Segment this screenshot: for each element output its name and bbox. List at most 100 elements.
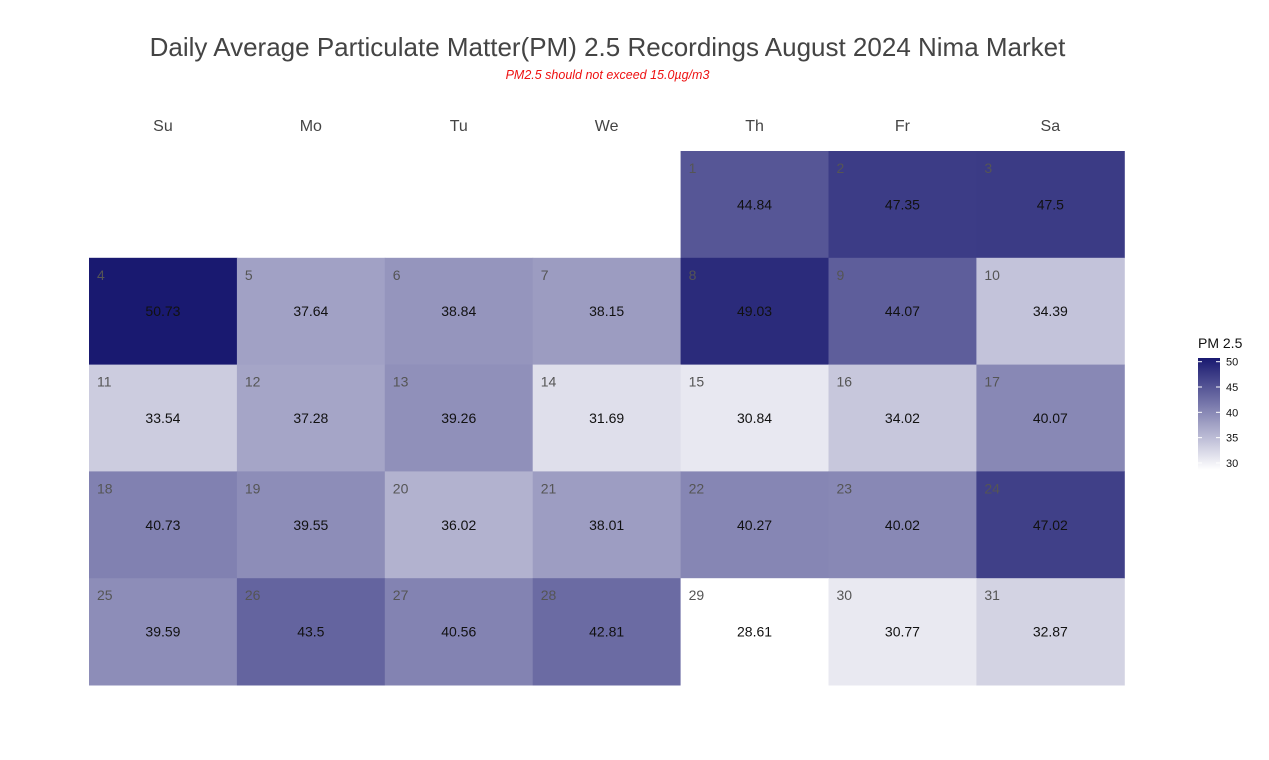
day-cell: 15 30.84 (680, 364, 829, 472)
day-cell-fill (680, 151, 829, 259)
day-value: 39.55 (293, 517, 328, 533)
day-value: 40.56 (441, 624, 476, 640)
day-number: 4 (97, 267, 105, 283)
day-number: 30 (837, 587, 853, 603)
day-value: 36.02 (441, 517, 476, 533)
day-cell: 944.07 (828, 257, 977, 366)
chart-title: Daily Average Particulate Matter(PM) 2.5… (149, 32, 1066, 62)
day-value: 39.26 (441, 410, 476, 426)
day-number: 25 (97, 587, 113, 603)
legend-title: PM 2.5 (1198, 335, 1243, 351)
day-cell-fill (236, 364, 386, 472)
day-cell-fill (976, 151, 1125, 259)
day-cell: 26 43.5 (236, 578, 386, 686)
day-cell: 11 33.54 (89, 364, 238, 472)
day-cell-fill (236, 578, 386, 686)
day-number: 26 (245, 587, 261, 603)
day-number: 13 (393, 374, 409, 390)
day-number: 2 (837, 160, 845, 176)
day-cell-fill (384, 257, 534, 366)
day-cell-fill (828, 257, 977, 366)
day-cell-fill (680, 471, 829, 579)
legend-tick-label: 45 (1226, 382, 1238, 394)
calendar-cells: 144.84247.35347.5450.73537.64638.84738.1… (89, 151, 1125, 686)
day-cell: 18 40.73 (89, 471, 238, 579)
day-number: 23 (837, 480, 853, 496)
day-number: 15 (689, 374, 705, 390)
day-cell-fill (532, 257, 682, 366)
day-value: 38.84 (441, 303, 476, 319)
day-cell-fill (976, 471, 1125, 579)
day-cell: 849.03 (680, 257, 829, 366)
day-cell: 30 30.77 (828, 578, 977, 686)
day-value: 31.69 (589, 410, 624, 426)
day-value: 39.59 (145, 624, 180, 640)
legend-colorbar (1198, 358, 1220, 470)
day-cell: 21 38.01 (532, 471, 682, 579)
day-number: 20 (393, 480, 409, 496)
day-cell-fill (532, 471, 682, 579)
day-number: 11 (97, 374, 112, 390)
day-cell: 347.5 (976, 151, 1125, 259)
day-value: 32.87 (1033, 624, 1068, 640)
day-number: 22 (689, 480, 705, 496)
day-cell-fill (384, 578, 534, 686)
day-number: 21 (541, 480, 557, 496)
day-cell: 10 34.39 (976, 257, 1125, 366)
day-cell-fill (680, 364, 829, 472)
day-cell: 14 31.69 (532, 364, 682, 472)
day-number: 8 (689, 267, 697, 283)
day-value: 40.27 (737, 517, 772, 533)
legend-tick-label: 30 (1226, 458, 1238, 470)
day-value: 33.54 (145, 410, 180, 426)
weekday-labels: Su Mo Tu We Th Fr Sa (153, 118, 1060, 135)
day-cell-fill (384, 364, 534, 472)
day-cell: 25 39.59 (89, 578, 238, 686)
day-cell-fill (89, 364, 238, 472)
day-value: 38.01 (589, 517, 624, 533)
day-value: 37.64 (293, 303, 328, 319)
day-cell-fill (236, 471, 386, 579)
weekday-label: Su (153, 118, 173, 135)
day-cell-fill (976, 578, 1125, 686)
day-number: 18 (97, 480, 113, 496)
day-number: 7 (541, 267, 549, 283)
weekday-label: Sa (1041, 118, 1061, 135)
day-cell: 13 39.26 (384, 364, 534, 472)
day-value: 30.84 (737, 410, 772, 426)
day-value: 34.39 (1033, 303, 1068, 319)
day-value: 37.28 (293, 410, 328, 426)
day-number: 28 (541, 587, 557, 603)
day-value: 44.07 (885, 303, 920, 319)
day-cell-fill (976, 257, 1125, 366)
legend-tick-label: 35 (1226, 433, 1238, 445)
legend-tick-label: 50 (1226, 357, 1238, 369)
day-value: 38.15 (589, 303, 624, 319)
day-cell-fill (680, 578, 829, 686)
day-number: 31 (984, 587, 1000, 603)
day-cell: 144.84 (680, 151, 829, 259)
day-cell-fill (384, 471, 534, 579)
day-value: 40.02 (885, 517, 920, 533)
day-number: 29 (689, 587, 705, 603)
day-cell-fill (89, 257, 238, 366)
day-cell-fill (89, 471, 238, 579)
day-cell-fill (828, 151, 977, 259)
day-value: 42.81 (589, 624, 624, 640)
day-cell: 17 40.07 (976, 364, 1125, 472)
day-value: 50.73 (145, 303, 180, 319)
day-number: 17 (984, 374, 1000, 390)
day-value: 47.5 (1037, 196, 1064, 212)
weekday-label: Tu (450, 118, 468, 135)
day-cell: 29 28.61 (680, 578, 829, 686)
day-cell: 450.73 (89, 257, 238, 366)
chart-subtitle: PM2.5 should not exceed 15.0µg/m3 (505, 68, 710, 82)
day-cell: 22 40.27 (680, 471, 829, 579)
day-cell: 23 40.02 (828, 471, 977, 579)
day-number: 27 (393, 587, 409, 603)
day-value: 30.77 (885, 624, 920, 640)
weekday-label: Fr (895, 118, 911, 135)
day-cell-fill (680, 257, 829, 366)
weekday-label: We (595, 118, 619, 135)
